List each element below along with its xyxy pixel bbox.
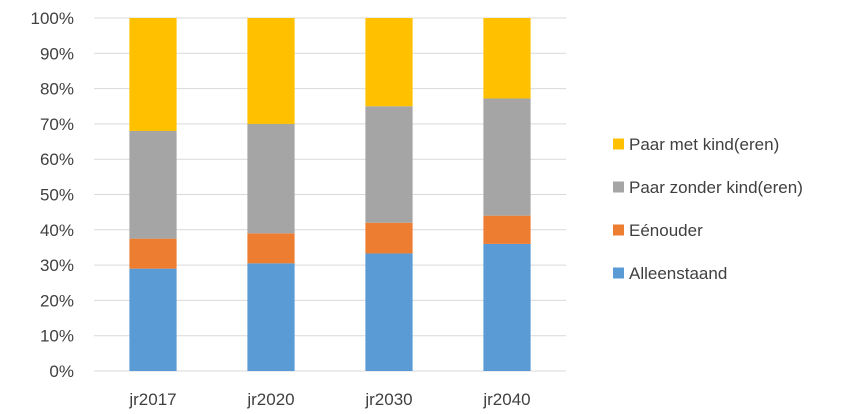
y-tick-label: 10% <box>40 327 74 346</box>
y-tick-label: 60% <box>40 150 74 169</box>
bars <box>129 18 531 371</box>
bar-segment <box>129 238 177 269</box>
y-tick-label: 90% <box>40 44 74 63</box>
bar-segment <box>129 18 177 131</box>
legend: Paar met kind(eren) Paar zonder kind(eren… <box>613 135 803 283</box>
legend-item: Paar zonder kind(eren) <box>613 178 803 197</box>
bar-segment <box>129 130 177 239</box>
legend-item: Paar met kind(eren) <box>613 135 779 154</box>
legend-label: Alleenstaand <box>629 264 727 283</box>
bar-segment <box>247 123 295 234</box>
x-tick-label: jr2030 <box>364 390 412 409</box>
bar-segment <box>247 263 295 371</box>
bar-segment <box>365 222 413 254</box>
legend-swatch <box>613 181 624 193</box>
bar-segment <box>483 98 531 216</box>
x-tick-label: jr2040 <box>482 390 530 409</box>
bar-segment <box>247 18 295 124</box>
legend-label: Paar met kind(eren) <box>629 135 779 154</box>
legend-swatch <box>613 224 624 236</box>
y-tick-label: 0% <box>49 362 74 381</box>
legend-swatch <box>613 138 624 150</box>
x-tick-label: jr2020 <box>246 390 294 409</box>
y-tick-label: 50% <box>40 186 74 205</box>
bar-segment <box>365 18 413 107</box>
bar-segment <box>247 233 295 264</box>
legend-item: Alleenstaand <box>613 264 727 283</box>
x-tick-label: jr2017 <box>128 390 176 409</box>
legend-item: Eénouder <box>613 221 703 240</box>
bar-segment <box>483 215 531 244</box>
y-tick-label: 20% <box>40 291 74 310</box>
bar-segment <box>365 253 413 371</box>
y-tick-label: 30% <box>40 256 74 275</box>
bar-segment <box>365 106 413 223</box>
legend-label: Eénouder <box>629 221 703 240</box>
x-axis-ticks: jr2017 jr2020 jr2030 jr2040 <box>128 390 530 409</box>
y-tick-label: 70% <box>40 115 74 134</box>
y-tick-label: 80% <box>40 80 74 99</box>
bar-segment <box>483 243 531 371</box>
y-tick-label: 40% <box>40 221 74 240</box>
legend-swatch <box>613 267 624 279</box>
y-tick-label: 100% <box>31 9 74 28</box>
bar-segment <box>483 18 531 99</box>
bar-segment <box>129 268 177 371</box>
legend-label: Paar zonder kind(eren) <box>629 178 803 197</box>
y-axis-ticks: 0% 10% 20% 30% 40% 50% 60% 70% 80% 90% 100% <box>31 9 74 381</box>
